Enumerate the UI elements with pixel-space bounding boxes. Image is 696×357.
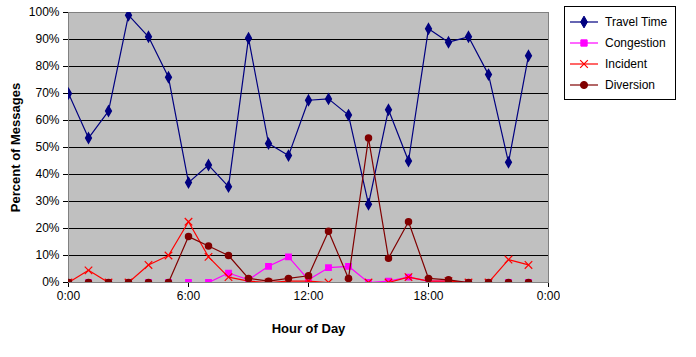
html-text:Incident: Incident (605, 56, 647, 71)
svg-text:20%: 20% (35, 221, 59, 235)
svg-text:40%: 40% (35, 167, 59, 181)
svg-text:70%: 70% (35, 86, 59, 100)
html-text:Travel Time: Travel Time (605, 14, 668, 29)
svg-text:0:00: 0:00 (537, 289, 560, 303)
svg-text:60%: 60% (35, 113, 59, 127)
svg-text:100%: 100% (29, 5, 60, 19)
svg-text:0:00: 0:00 (57, 289, 81, 303)
html-text:Diversion: Diversion (605, 77, 655, 92)
svg-text:0%: 0% (42, 275, 60, 289)
svg-text:10%: 10% (35, 248, 59, 262)
svg-text:Hour of Day: Hour of Day (272, 321, 346, 336)
svg-text:50%: 50% (35, 140, 59, 154)
svg-text:80%: 80% (35, 59, 59, 73)
svg-text:6:00: 6:00 (177, 289, 201, 303)
svg-text:Percent of Messages: Percent of Messages (8, 83, 23, 212)
svg-text:18:00: 18:00 (413, 289, 443, 303)
svg-text:90%: 90% (35, 32, 59, 46)
html-text:Congestion: Congestion (605, 35, 666, 50)
svg-text:30%: 30% (35, 194, 59, 208)
svg-text:12:00: 12:00 (293, 289, 323, 303)
